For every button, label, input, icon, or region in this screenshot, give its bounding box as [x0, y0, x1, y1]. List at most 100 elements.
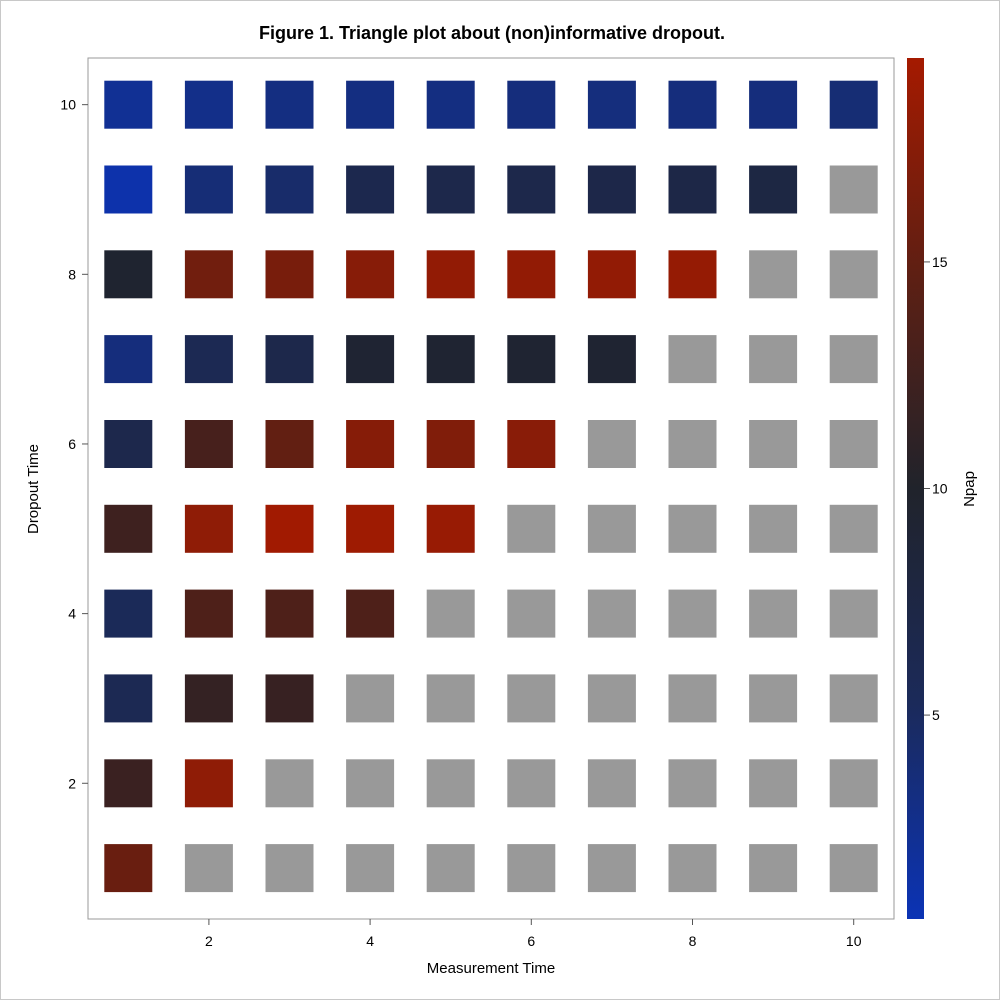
- cell-dropout-8-measurement-5: [426, 250, 475, 299]
- cell-dropout-4-measurement-10: [829, 589, 878, 638]
- y-tick-label-10: 10: [60, 97, 76, 113]
- colorbar-tick-label-15: 15: [932, 254, 948, 270]
- cell-dropout-5-measurement-10: [829, 504, 878, 553]
- cell-dropout-3-measurement-2: [184, 674, 233, 723]
- cell-dropout-3-measurement-5: [426, 674, 475, 723]
- cell-dropout-1-measurement-6: [507, 844, 556, 893]
- cell-dropout-7-measurement-5: [426, 335, 475, 384]
- colorbar: [907, 58, 924, 919]
- cell-dropout-2-measurement-4: [346, 759, 395, 808]
- cell-dropout-9-measurement-4: [346, 165, 395, 214]
- cell-dropout-10-measurement-8: [668, 80, 717, 129]
- cell-dropout-5-measurement-6: [507, 504, 556, 553]
- cell-dropout-9-measurement-3: [265, 165, 314, 214]
- y-tick-label-2: 2: [68, 775, 76, 791]
- y-tick-label-6: 6: [68, 436, 76, 452]
- cell-dropout-7-measurement-1: [104, 335, 153, 384]
- cell-dropout-9-measurement-9: [749, 165, 798, 214]
- cell-dropout-2-measurement-10: [829, 759, 878, 808]
- colorbar-tick-label-5: 5: [932, 707, 940, 723]
- cell-dropout-2-measurement-9: [749, 759, 798, 808]
- y-tick-label-4: 4: [68, 606, 76, 622]
- cell-dropout-1-measurement-4: [346, 844, 395, 893]
- cell-dropout-2-measurement-6: [507, 759, 556, 808]
- cell-dropout-4-measurement-7: [587, 589, 636, 638]
- cell-dropout-5-measurement-2: [184, 504, 233, 553]
- cell-dropout-4-measurement-2: [184, 589, 233, 638]
- cell-dropout-7-measurement-6: [507, 335, 556, 384]
- cell-dropout-1-measurement-3: [265, 844, 314, 893]
- cell-dropout-7-measurement-7: [587, 335, 636, 384]
- cell-dropout-4-measurement-9: [749, 589, 798, 638]
- cell-dropout-10-measurement-1: [104, 80, 153, 129]
- cell-dropout-4-measurement-4: [346, 589, 395, 638]
- cell-dropout-6-measurement-8: [668, 420, 717, 468]
- x-tick-label-10: 10: [846, 933, 862, 949]
- x-tick-label-6: 6: [527, 933, 535, 949]
- cell-dropout-6-measurement-6: [507, 420, 556, 468]
- cell-dropout-7-measurement-9: [749, 335, 798, 384]
- y-tick-label-8: 8: [68, 266, 76, 282]
- cell-dropout-10-measurement-6: [507, 80, 556, 129]
- cell-dropout-1-measurement-5: [426, 844, 475, 893]
- cell-dropout-3-measurement-10: [829, 674, 878, 723]
- cell-dropout-8-measurement-8: [668, 250, 717, 299]
- y-axis-label: Dropout Time: [25, 444, 42, 534]
- cell-dropout-9-measurement-2: [184, 165, 233, 214]
- cell-dropout-10-measurement-4: [346, 80, 395, 129]
- x-axis-label: Measurement Time: [427, 960, 555, 977]
- cell-dropout-9-measurement-8: [668, 165, 717, 214]
- cell-dropout-3-measurement-7: [587, 674, 636, 723]
- cell-dropout-2-measurement-8: [668, 759, 717, 808]
- cell-dropout-5-measurement-5: [426, 504, 475, 553]
- x-axis: 2 4 6 8 10: [205, 919, 862, 949]
- cell-dropout-10-measurement-10: [829, 80, 878, 129]
- heatmap-cells: [104, 80, 878, 893]
- cell-dropout-1-measurement-2: [184, 844, 233, 893]
- colorbar-label: Npap: [961, 471, 978, 507]
- cell-dropout-1-measurement-1: [104, 844, 153, 893]
- cell-dropout-8-measurement-2: [184, 250, 233, 299]
- cell-dropout-6-measurement-4: [346, 420, 395, 468]
- cell-dropout-8-measurement-9: [749, 250, 798, 299]
- cell-dropout-3-measurement-4: [346, 674, 395, 723]
- cell-dropout-5-measurement-9: [749, 504, 798, 553]
- cell-dropout-6-measurement-3: [265, 420, 314, 468]
- cell-dropout-4-measurement-3: [265, 589, 314, 638]
- cell-dropout-9-measurement-1: [104, 165, 153, 214]
- cell-dropout-2-measurement-3: [265, 759, 314, 808]
- cell-dropout-4-measurement-1: [104, 589, 153, 638]
- x-tick-label-4: 4: [366, 933, 374, 949]
- cell-dropout-8-measurement-4: [346, 250, 395, 299]
- cell-dropout-9-measurement-5: [426, 165, 475, 214]
- cell-dropout-10-measurement-5: [426, 80, 475, 129]
- cell-dropout-7-measurement-3: [265, 335, 314, 384]
- cell-dropout-10-measurement-2: [184, 80, 233, 129]
- colorbar-axis: 5 10 15: [924, 254, 948, 723]
- cell-dropout-5-measurement-8: [668, 504, 717, 553]
- cell-dropout-10-measurement-9: [749, 80, 798, 129]
- cell-dropout-3-measurement-6: [507, 674, 556, 723]
- cell-dropout-8-measurement-6: [507, 250, 556, 299]
- cell-dropout-1-measurement-10: [829, 844, 878, 893]
- cell-dropout-4-measurement-8: [668, 589, 717, 638]
- cell-dropout-2-measurement-5: [426, 759, 475, 808]
- cell-dropout-8-measurement-7: [587, 250, 636, 299]
- cell-dropout-7-measurement-4: [346, 335, 395, 384]
- cell-dropout-8-measurement-3: [265, 250, 314, 299]
- cell-dropout-4-measurement-5: [426, 589, 475, 638]
- cell-dropout-4-measurement-6: [507, 589, 556, 638]
- cell-dropout-6-measurement-5: [426, 420, 475, 468]
- cell-dropout-5-measurement-7: [587, 504, 636, 553]
- cell-dropout-7-measurement-2: [184, 335, 233, 384]
- cell-dropout-10-measurement-3: [265, 80, 314, 129]
- cell-dropout-9-measurement-6: [507, 165, 556, 214]
- cell-dropout-6-measurement-1: [104, 420, 153, 468]
- cell-dropout-5-measurement-1: [104, 504, 153, 553]
- colorbar-tick-label-10: 10: [932, 481, 948, 497]
- cell-dropout-10-measurement-7: [587, 80, 636, 129]
- cell-dropout-6-measurement-7: [587, 420, 636, 468]
- cell-dropout-3-measurement-8: [668, 674, 717, 723]
